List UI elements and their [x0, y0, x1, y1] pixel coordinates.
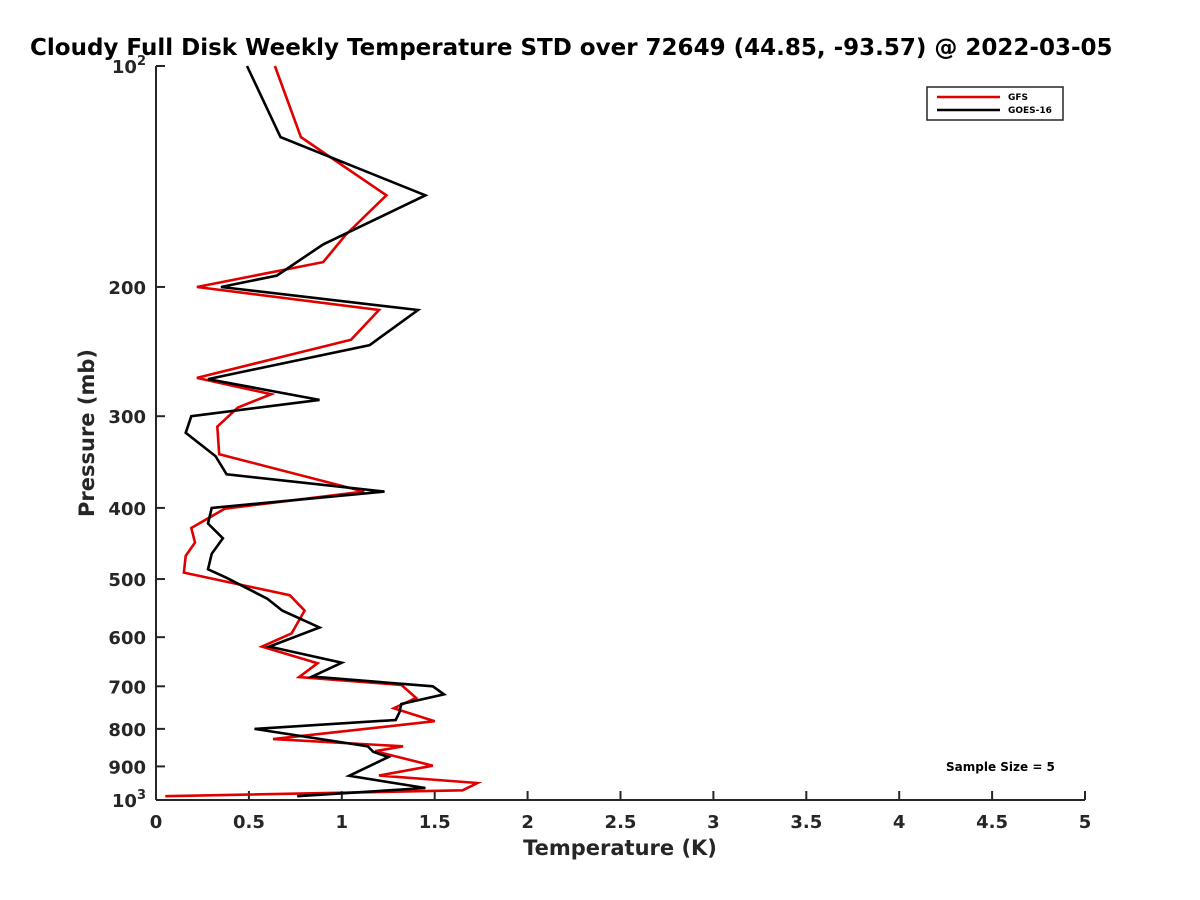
axes [155, 66, 1085, 801]
y-tick-label: 102 [112, 54, 146, 78]
legend-label-goes16: GOES-16 [1008, 106, 1052, 116]
x-tick-label: 5 [1079, 812, 1092, 833]
y-axis-label: Pressure (mb) [75, 349, 99, 517]
y-tick-label: 800 [108, 720, 146, 741]
y-tick-label: 600 [108, 628, 146, 649]
x-tick-label: 1.5 [419, 812, 451, 833]
x-tick-label: 3 [707, 812, 720, 833]
y-tick-label: 400 [108, 499, 146, 520]
x-tick-label: 2.5 [605, 812, 637, 833]
legend-label-gfs: GFS [1008, 93, 1028, 103]
legend-box [926, 86, 1064, 121]
y-ticks: 102 200 300 400 500 600 700 800 900 103 [108, 54, 165, 812]
series-line-goes16 [184, 65, 448, 798]
y-tick-label: 500 [108, 570, 146, 591]
legend: GFS GOES-16 [926, 86, 1064, 121]
sample-size-annotation: Sample Size = 5 [946, 760, 1055, 774]
series-group [165, 65, 483, 798]
y-tick-label: 300 [108, 407, 146, 428]
x-ticks: 0 0.5 1 1.5 2 2.5 3 3.5 4 4.5 5 [150, 791, 1092, 833]
x-tick-label: 4.5 [976, 812, 1008, 833]
y-tick-label: 200 [108, 278, 146, 299]
y-tick-label: 700 [108, 677, 146, 698]
y-tick-label: 900 [108, 757, 146, 778]
x-tick-label: 4 [893, 812, 906, 833]
x-axis-label: Temperature (K) [523, 836, 717, 860]
x-tick-label: 1 [336, 812, 349, 833]
x-tick-label: 0.5 [233, 812, 265, 833]
chart-title: Cloudy Full Disk Weekly Temperature STD … [30, 35, 1113, 61]
x-tick-label: 3.5 [790, 812, 822, 833]
series-line-gfs [165, 65, 483, 798]
x-tick-label: 2 [521, 812, 534, 833]
x-tick-label: 0 [150, 812, 163, 833]
y-tick-label: 103 [112, 788, 146, 812]
